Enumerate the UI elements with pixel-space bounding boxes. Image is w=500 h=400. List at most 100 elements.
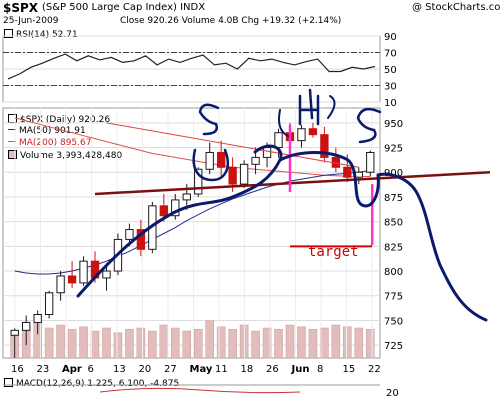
- volume-bar: [67, 328, 77, 359]
- ink-projected-decline: [376, 172, 488, 322]
- candle-up: [366, 151, 375, 173]
- volume-bar: [262, 327, 272, 359]
- legend-ma200-text: MA(200) 895.67: [19, 138, 92, 148]
- x-tick-label: Jun: [291, 364, 310, 375]
- x-tick-label: 15: [343, 364, 356, 375]
- x-tick-label: 11: [215, 364, 228, 375]
- volume-bar: [159, 324, 169, 359]
- candle-down: [67, 275, 77, 284]
- volume-bar: [251, 330, 260, 359]
- candle-up: [171, 199, 180, 217]
- volume-bar: [228, 328, 237, 359]
- price-tick-label: 825: [384, 242, 403, 253]
- s-left-shoulder-mark: [198, 103, 220, 136]
- quote-summary: Close 920.26 Volume 4.0B Chg +19.32 (+2.…: [120, 16, 342, 26]
- source-credit[interactable]: @ StockCharts.com: [412, 2, 500, 13]
- rsi-tick-label: 10: [384, 98, 397, 109]
- volume-bar: [125, 328, 134, 359]
- h-head-mark: [298, 88, 320, 126]
- candle-down: [217, 151, 226, 168]
- volume-bar: [90, 330, 100, 359]
- index-name: (S&P 500 Large Cap Index) INDX: [42, 2, 206, 13]
- legend-swatch-icon: [4, 378, 13, 387]
- x-tick-label: 18: [241, 364, 254, 375]
- volume-bar: [297, 326, 306, 359]
- rsi-label-text: RSI(14) 52.71: [16, 30, 78, 40]
- volume-bar: [320, 327, 329, 359]
- volume-bar: [79, 326, 88, 359]
- candle-down: [228, 166, 237, 185]
- candle-up: [56, 275, 65, 294]
- volume-bar: [343, 326, 352, 359]
- red-trendline: [106, 122, 359, 168]
- volume-bar: [216, 326, 226, 359]
- legend-ma50-text: MA(50) 901.91: [19, 126, 86, 136]
- symbol-title: $SPX: [3, 1, 39, 15]
- volume-bar: [274, 328, 283, 359]
- macd-label-text: MACD(12,26,9) 1.225, 6.100, -4.875: [16, 379, 180, 389]
- legend-ma50-swatch-icon: [8, 129, 16, 130]
- candle-up: [251, 156, 260, 165]
- ma50-line: [14, 169, 371, 275]
- price-tick-label: 925: [384, 144, 403, 155]
- legend-main-text: $SPX (Daily) 920.26: [20, 115, 111, 125]
- volume-bar: [285, 324, 295, 359]
- candle-up: [44, 292, 54, 316]
- volume-bar: [205, 320, 214, 359]
- candle-up: [205, 151, 214, 170]
- chart-date: 25-Jun-2009: [3, 16, 59, 26]
- candle-up: [79, 260, 88, 284]
- x-tick-label: 16: [11, 364, 24, 375]
- ink-head-loop: [278, 151, 380, 208]
- volume-bar: [193, 328, 203, 359]
- x-tick-label: 22: [368, 364, 381, 375]
- candle-up: [22, 321, 31, 331]
- legend-volume-swatch-icon: [8, 150, 17, 159]
- candle-up: [239, 163, 249, 185]
- price-tick-label: 800: [384, 267, 403, 278]
- legend-volume: Volume 3,993,428,480: [8, 150, 122, 161]
- rsi-label: RSI(14) 52.71: [4, 29, 78, 40]
- candle-down: [343, 166, 352, 178]
- candle-up: [262, 147, 272, 158]
- x-tick-label: 13: [113, 364, 126, 375]
- legend-ma200: MA(200) 895.67: [8, 138, 91, 148]
- x-tick-label: 23: [37, 364, 50, 375]
- volume-bar: [148, 330, 157, 359]
- candle-down: [320, 134, 329, 158]
- candle-up: [274, 132, 283, 149]
- x-tick-label: 26: [266, 364, 279, 375]
- rsi-tick-label: 30: [384, 82, 397, 93]
- candle-up: [10, 329, 19, 336]
- candle-up: [194, 168, 203, 195]
- volume-bar: [113, 332, 123, 359]
- volume-bar: [56, 324, 65, 359]
- price-tick-label: 875: [384, 193, 403, 204]
- volume-bar: [102, 327, 111, 359]
- ink-left-arc: [76, 144, 283, 298]
- legend-volume-text: Volume 3,993,428,480: [20, 151, 123, 161]
- candle-down: [308, 128, 318, 136]
- macd-tick-label: 20: [386, 388, 399, 399]
- rsi-tick-label: 70: [384, 49, 397, 60]
- x-tick-label: May: [190, 364, 213, 375]
- x-tick-label: 20: [139, 364, 152, 375]
- macd-line: [99, 387, 301, 394]
- neckline-trendline: [94, 170, 491, 196]
- volume-bar: [366, 328, 375, 359]
- target-annotation: target: [308, 244, 359, 260]
- price-tick-label: 725: [384, 341, 403, 352]
- volume-bar: [136, 327, 146, 359]
- legend-ma50: MA(50) 901.91: [8, 126, 86, 136]
- price-tick-label: 750: [384, 316, 403, 327]
- candle-down: [136, 229, 146, 250]
- candle-up: [297, 128, 306, 142]
- ink-shoulder-loop: [192, 148, 229, 182]
- candle-up: [102, 270, 111, 279]
- volume-bar: [354, 327, 364, 359]
- head-bracket-mark: [278, 95, 336, 137]
- price-panel-frame: [2, 107, 381, 359]
- volume-bar: [182, 330, 192, 359]
- x-tick-label: 27: [164, 364, 177, 375]
- x-tick-label: 6: [88, 364, 94, 375]
